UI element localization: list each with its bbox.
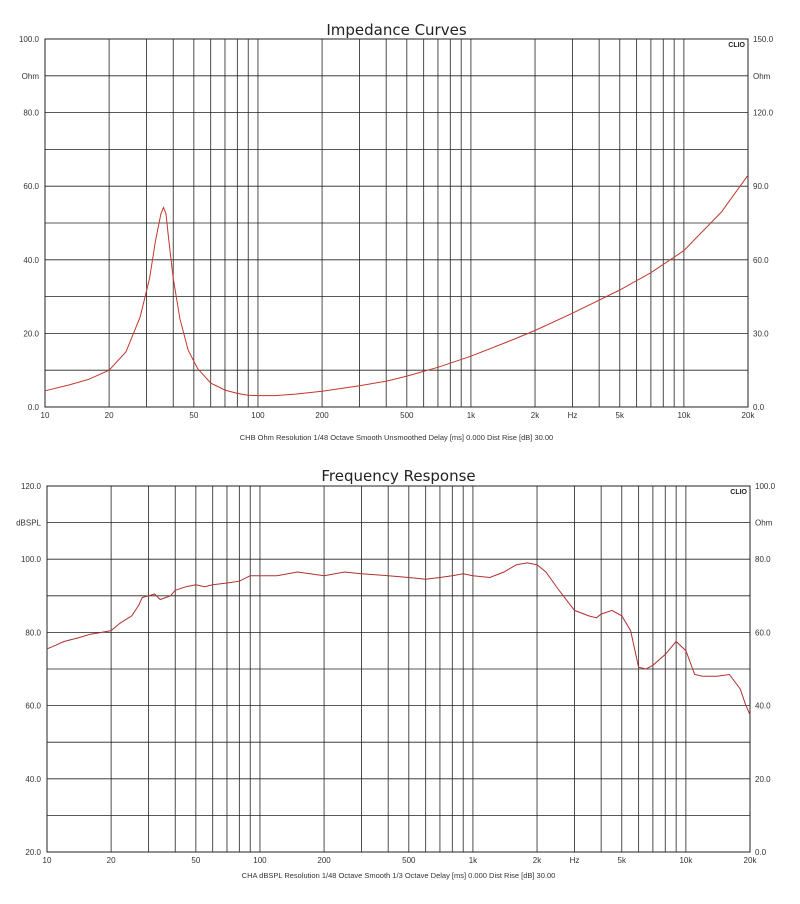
y2-tick-label: 90.0 bbox=[753, 182, 769, 191]
y2-tick-label: 0.0 bbox=[753, 403, 765, 412]
chart-title: Frequency Response bbox=[321, 467, 475, 485]
y-tick-label: 120.0 bbox=[21, 482, 42, 491]
x-tick-label: 500 bbox=[402, 856, 416, 865]
x-tick-label: 50 bbox=[189, 411, 198, 420]
x-tick-label: 500 bbox=[400, 411, 414, 420]
x-tick-label: 1k bbox=[467, 411, 476, 420]
x-tick-label: 2k bbox=[533, 856, 542, 865]
y2-tick-label: 20.0 bbox=[755, 775, 771, 784]
x-axis-unit: Hz bbox=[570, 856, 580, 865]
x-tick-label: 2k bbox=[531, 411, 540, 420]
x-tick-label: 10k bbox=[677, 411, 691, 420]
x-tick-label: 1k bbox=[469, 856, 478, 865]
chart-2: Frequency Response20.040.060.080.0100.01… bbox=[16, 467, 775, 880]
x-tick-label: 200 bbox=[315, 411, 329, 420]
x-tick-label: 5k bbox=[618, 856, 627, 865]
y2-tick-label: 100.0 bbox=[755, 482, 776, 491]
y-tick-label: 80.0 bbox=[25, 628, 41, 637]
x-tick-label: 10 bbox=[41, 411, 50, 420]
x-tick-label: 20k bbox=[742, 411, 756, 420]
y-axis-unit: Ohm bbox=[22, 72, 40, 81]
x-tick-label: 100 bbox=[253, 856, 267, 865]
y2-tick-label: 40.0 bbox=[755, 702, 771, 711]
y-tick-label: 20.0 bbox=[23, 329, 39, 338]
y-tick-label: 60.0 bbox=[25, 702, 41, 711]
y2-tick-label: 60.0 bbox=[753, 256, 769, 265]
x-tick-label: 20 bbox=[107, 856, 116, 865]
y-tick-label: 80.0 bbox=[23, 109, 39, 118]
x-tick-label: 100 bbox=[251, 411, 265, 420]
y2-tick-label: 80.0 bbox=[755, 555, 771, 564]
brand-logo: CLIO bbox=[730, 489, 747, 496]
y2-tick-label: 30.0 bbox=[753, 329, 769, 338]
x-tick-label: 5k bbox=[616, 411, 625, 420]
y-tick-label: 60.0 bbox=[23, 182, 39, 191]
y-tick-label: 20.0 bbox=[25, 848, 41, 857]
chart-footer: CHB Ohm Resolution 1/48 Octave Smooth Un… bbox=[240, 433, 553, 442]
brand-logo: CLIO bbox=[728, 42, 745, 49]
plot-frame bbox=[46, 485, 751, 853]
x-tick-label: 20 bbox=[105, 411, 114, 420]
y2-tick-label: 150.0 bbox=[753, 35, 774, 44]
y-gridlines bbox=[47, 522, 750, 816]
x-tick-label: 10 bbox=[43, 856, 52, 865]
y-axis-unit: dBSPL bbox=[16, 519, 41, 528]
y2-tick-label: 60.0 bbox=[755, 628, 771, 637]
x-axis-unit: Hz bbox=[568, 411, 578, 420]
y-tick-label: 40.0 bbox=[23, 256, 39, 265]
y2-axis-unit: Ohm bbox=[753, 72, 771, 81]
chart-footer: CHA dBSPL Resolution 1/48 Octave Smooth … bbox=[242, 871, 556, 880]
y2-tick-label: 0.0 bbox=[755, 848, 767, 857]
chart-1: Impedance Curves0.020.040.060.080.0100.0… bbox=[19, 21, 774, 442]
y2-tick-label: 120.0 bbox=[753, 109, 774, 118]
plot-frame bbox=[44, 38, 749, 408]
y2-axis-unit: Ohm bbox=[755, 519, 773, 528]
series-line bbox=[44, 174, 749, 397]
y-tick-label: 100.0 bbox=[21, 555, 42, 564]
x-tick-label: 200 bbox=[317, 856, 331, 865]
x-tick-label: 10k bbox=[679, 856, 693, 865]
y-tick-label: 40.0 bbox=[25, 775, 41, 784]
y-tick-label: 0.0 bbox=[28, 403, 40, 412]
x-tick-label: 50 bbox=[191, 856, 200, 865]
y-tick-label: 100.0 bbox=[19, 35, 40, 44]
chart-title: Impedance Curves bbox=[326, 21, 467, 39]
y-gridlines bbox=[45, 75, 748, 371]
x-tick-label: 20k bbox=[744, 856, 758, 865]
series-line bbox=[46, 562, 751, 715]
